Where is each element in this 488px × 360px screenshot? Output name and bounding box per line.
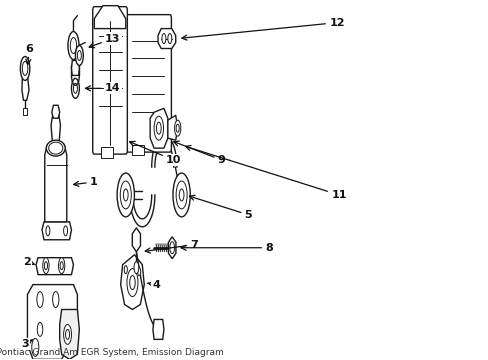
Circle shape [174,120,181,136]
Text: 5: 5 [189,195,252,220]
Polygon shape [94,6,125,28]
Circle shape [176,124,179,132]
Circle shape [42,258,49,274]
FancyBboxPatch shape [125,15,171,152]
Polygon shape [150,108,167,148]
Polygon shape [153,319,163,339]
Circle shape [179,189,183,201]
Polygon shape [132,145,144,155]
Polygon shape [45,145,67,222]
Ellipse shape [46,140,65,156]
Circle shape [77,50,81,60]
Text: 14: 14 [85,84,121,93]
Circle shape [44,262,47,270]
Circle shape [176,181,187,209]
Polygon shape [132,228,140,252]
Text: 9: 9 [173,141,225,165]
Circle shape [156,122,161,134]
Text: 10: 10 [129,141,181,165]
Circle shape [120,181,131,209]
Circle shape [117,173,134,217]
Circle shape [162,33,165,44]
Text: 12: 12 [182,18,344,40]
Text: 4: 4 [148,280,160,289]
Polygon shape [168,237,176,259]
Circle shape [71,78,79,98]
Circle shape [53,292,59,307]
Text: 3: 3 [21,339,32,349]
Polygon shape [52,105,60,118]
Polygon shape [60,310,79,359]
Circle shape [167,33,171,44]
Polygon shape [27,285,77,359]
Circle shape [37,292,43,307]
Polygon shape [71,60,79,75]
Circle shape [63,226,67,236]
Circle shape [154,116,163,140]
Polygon shape [36,258,73,275]
Ellipse shape [49,142,63,154]
Circle shape [137,268,141,276]
Circle shape [60,262,63,270]
Text: 13: 13 [89,33,120,48]
Circle shape [63,324,71,345]
Polygon shape [121,255,144,310]
Circle shape [134,262,139,274]
Circle shape [75,45,83,66]
Circle shape [68,32,79,59]
Circle shape [59,258,65,274]
Circle shape [123,189,128,201]
Circle shape [65,329,69,339]
Circle shape [124,266,127,274]
Text: 1: 1 [74,177,98,187]
Polygon shape [22,78,29,100]
FancyBboxPatch shape [93,7,127,154]
Circle shape [22,62,28,75]
Polygon shape [101,147,113,158]
Text: 2002 Pontiac Grand Am EGR System, Emission Diagram: 2002 Pontiac Grand Am EGR System, Emissi… [0,348,223,357]
Text: 2: 2 [23,257,35,267]
Circle shape [73,84,77,93]
Circle shape [46,226,50,236]
Text: 6: 6 [25,44,33,64]
Text: 8: 8 [181,243,273,253]
Circle shape [129,276,135,289]
Circle shape [70,37,77,54]
Polygon shape [51,115,61,145]
Circle shape [127,269,138,297]
Circle shape [37,323,42,336]
Text: 11: 11 [185,145,346,200]
Circle shape [169,242,174,254]
Polygon shape [42,222,71,240]
Circle shape [173,173,190,217]
Circle shape [20,57,30,80]
Circle shape [32,338,39,356]
Polygon shape [167,115,177,140]
Polygon shape [23,108,27,115]
Polygon shape [158,28,175,49]
Text: 7: 7 [145,240,198,253]
